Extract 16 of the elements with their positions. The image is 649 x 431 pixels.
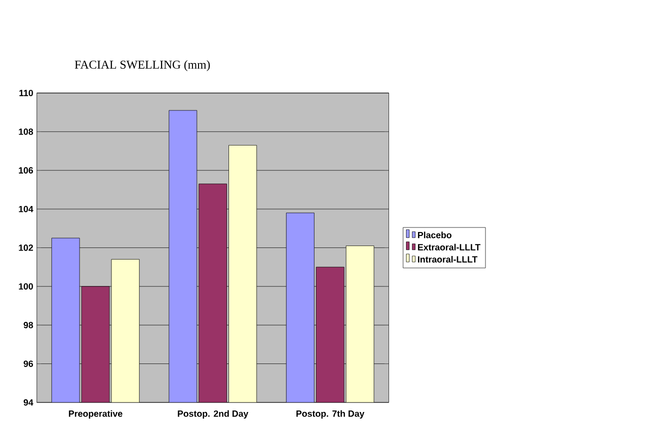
y-tick-label: 102 [18,244,33,252]
y-tick-label: 106 [18,167,33,174]
y-tick-label: 96 [24,360,33,368]
y-tick-label: 94 [24,399,34,406]
legend-label: Intraoral-LLLT [418,256,478,263]
legend-label: Placebo [418,232,452,238]
x-tick-label: Postop. 7th Day [296,410,364,419]
y-tick-label: 110 [19,90,33,96]
y-tick-label: 100 [18,283,33,290]
x-tick-label: Preoperative [68,410,122,419]
chart-title: FACIAL SWELLING (mm) [74,60,210,72]
y-tick-label: 98 [24,322,34,328]
legend-label: Extraoral-LLLT [418,244,480,251]
x-tick-label: Postop. 2nd Day [178,410,248,419]
y-tick-label: 108 [18,128,34,135]
y-tick-label: 104 [18,206,34,212]
